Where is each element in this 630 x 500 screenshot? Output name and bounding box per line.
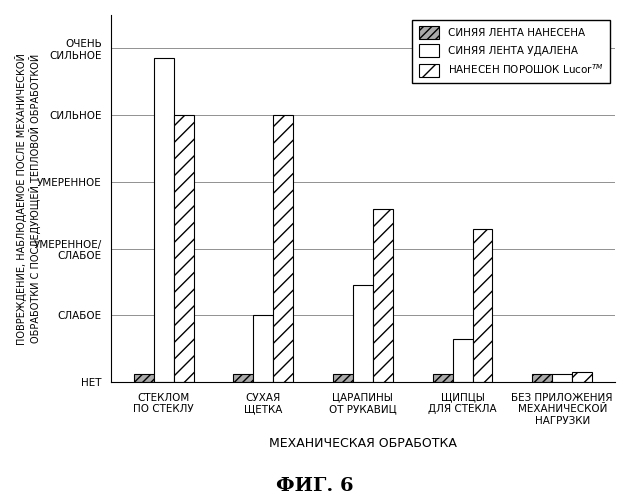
Bar — [433, 374, 452, 382]
Bar — [154, 58, 174, 382]
Bar — [472, 228, 493, 382]
Bar — [253, 316, 273, 382]
Bar — [233, 374, 253, 382]
Bar — [273, 115, 293, 382]
Text: ФИГ. 6: ФИГ. 6 — [276, 477, 354, 495]
Bar — [134, 374, 154, 382]
Y-axis label: ПОВРЕЖДЕНИЕ, НАБЛЮДАЕМОЕ ПОСЛЕ МЕХАНИЧЕСКОЙ
ОБРАБОТКИ С ПОСЛЕДУЮЩЕЙ ТЕПЛОВОЙ ОБР: ПОВРЕЖДЕНИЕ, НАБЛЮДАЕМОЕ ПОСЛЕ МЕХАНИЧЕС… — [15, 52, 41, 344]
Legend: СИНЯЯ ЛЕНТА НАНЕСЕНА, СИНЯЯ ЛЕНТА УДАЛЕНА, НАНЕСЕН ПОРОШОК Lucor$^{TM}$: СИНЯЯ ЛЕНТА НАНЕСЕНА, СИНЯЯ ЛЕНТА УДАЛЕН… — [413, 20, 610, 84]
Bar — [353, 286, 373, 382]
X-axis label: МЕХАНИЧЕСКАЯ ОБРАБОТКА: МЕХАНИЧЕСКАЯ ОБРАБОТКА — [269, 437, 457, 450]
Bar — [174, 115, 193, 382]
Bar — [333, 374, 353, 382]
Bar — [452, 339, 472, 382]
Bar — [553, 374, 572, 382]
Bar — [532, 374, 553, 382]
Bar — [373, 208, 393, 382]
Bar — [572, 372, 592, 382]
